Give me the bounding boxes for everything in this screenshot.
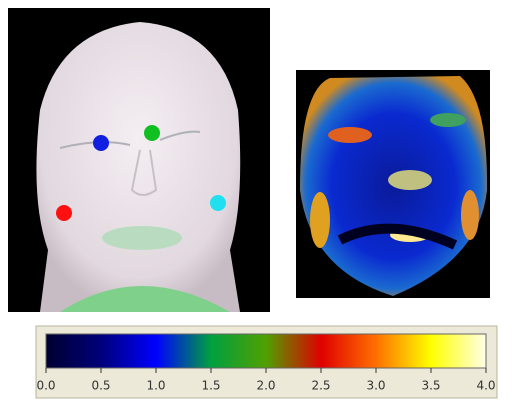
figure: 0.0 0.5 1.0 1.5 2.0 2.5 3.0 3.5 4.0 xyxy=(0,0,519,402)
colorbar xyxy=(46,334,486,368)
tick-label: 2.0 xyxy=(256,379,275,393)
tick-label: 0.5 xyxy=(91,379,110,393)
face-render xyxy=(8,8,270,312)
tick-label: 1.5 xyxy=(201,379,220,393)
tick-label: 4.0 xyxy=(476,379,495,393)
tick-label: 3.5 xyxy=(421,379,440,393)
tick-label: 2.5 xyxy=(311,379,330,393)
tick-label: 1.0 xyxy=(146,379,165,393)
tick-label: 0.0 xyxy=(36,379,55,393)
heat-map xyxy=(296,70,490,298)
tick-label: 3.0 xyxy=(366,379,385,393)
